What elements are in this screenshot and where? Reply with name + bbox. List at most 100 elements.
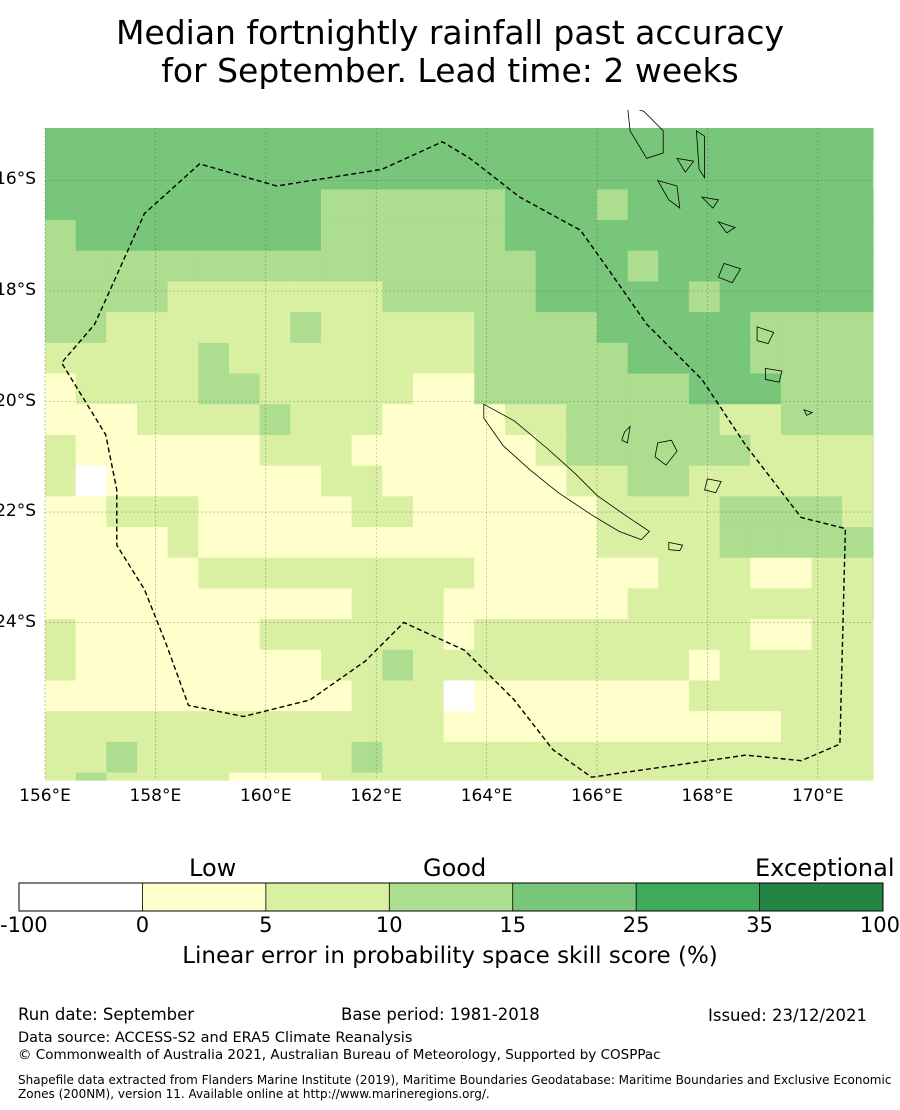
grid-cell <box>290 527 322 559</box>
grid-cell <box>872 189 874 221</box>
grid-cell <box>658 404 690 436</box>
grid-cell <box>535 741 567 774</box>
shapefile-credit: Shapefile data extracted from Flanders M… <box>18 1073 898 1101</box>
grid-cell <box>811 680 843 712</box>
grid-cell <box>750 312 782 344</box>
grid-cell <box>688 741 721 774</box>
grid-cell <box>412 281 445 313</box>
grid-cell <box>382 342 414 375</box>
grid-cell <box>290 680 322 712</box>
grid-cell <box>75 404 107 436</box>
grid-cell <box>351 373 383 405</box>
grid-cell <box>750 527 782 559</box>
grid-cell <box>535 527 567 559</box>
grid-cell <box>719 649 751 682</box>
grid-cell <box>750 342 782 375</box>
grid-cell <box>504 588 537 620</box>
island-outline <box>717 262 742 284</box>
grid-cell <box>45 128 77 160</box>
grid-cell <box>719 588 751 620</box>
grid-cell <box>290 281 322 313</box>
grid-cell <box>872 619 874 651</box>
grid-cell <box>504 649 537 682</box>
grid-cell <box>167 619 199 651</box>
grid-cell <box>842 281 874 313</box>
grid-cell <box>290 158 322 190</box>
grid-cell <box>780 588 813 620</box>
grid-cell <box>566 342 598 375</box>
grid-cell <box>382 281 414 313</box>
grid-cell <box>320 404 353 436</box>
grid-cell <box>780 128 813 160</box>
grid-cell <box>811 250 843 283</box>
grid-cell <box>320 741 353 774</box>
grid-cell <box>474 312 506 344</box>
longitude-label: 156°E <box>19 786 71 806</box>
grid-cell <box>412 220 445 252</box>
grid-cell <box>75 465 107 497</box>
grid-cell <box>688 649 721 682</box>
grid-cell <box>198 373 230 405</box>
grid-cell <box>872 404 874 436</box>
grid-cell <box>596 312 629 344</box>
grid-cell <box>719 772 751 781</box>
grid-cell <box>780 619 813 651</box>
grid-cell <box>750 189 782 221</box>
grid-cell <box>351 649 383 682</box>
grid-cell <box>382 711 414 743</box>
grid-cell <box>45 619 77 651</box>
grid-cell <box>351 588 383 620</box>
grid-cell <box>412 711 445 743</box>
grid-cell <box>780 158 813 190</box>
grid-cell <box>382 588 414 620</box>
colorbar-tick-label: 25 <box>622 913 650 937</box>
grid-cell <box>872 281 874 313</box>
grid-cell <box>596 373 629 405</box>
grid-cell <box>535 250 567 283</box>
grid-cell <box>719 250 751 283</box>
map-gridlines <box>44 128 873 780</box>
grid-cell <box>474 128 506 160</box>
grid-cell <box>167 741 199 774</box>
grid-cell <box>75 588 107 620</box>
grid-cell <box>136 342 169 375</box>
grid-cell <box>872 373 874 405</box>
grid-cell <box>443 680 475 712</box>
island-outline <box>803 409 814 416</box>
grid-cell <box>412 557 445 589</box>
grid-cell <box>811 404 843 436</box>
grid-cell <box>136 619 169 651</box>
island-outline <box>765 367 783 383</box>
grid-cell <box>412 250 445 283</box>
grid-cell <box>259 741 291 774</box>
grid-cell <box>443 557 475 589</box>
grid-cell <box>566 741 598 774</box>
island-outline <box>695 130 705 180</box>
grid-cell <box>382 189 414 221</box>
grid-cell <box>167 465 199 497</box>
island-outline <box>676 157 695 173</box>
grid-cell <box>627 158 659 190</box>
grid-cell <box>167 557 199 589</box>
grid-cell <box>627 465 659 497</box>
grid-cell <box>412 128 445 160</box>
colorbar-tick-label: 100 <box>859 913 900 937</box>
grid-cell <box>106 312 138 344</box>
grid-cell <box>842 711 874 743</box>
grid-cell <box>658 680 690 712</box>
grid-cell <box>351 220 383 252</box>
grid-cell <box>872 465 874 497</box>
grid-cell <box>872 680 874 712</box>
land-outlines <box>483 110 814 552</box>
grid-cell <box>535 680 567 712</box>
grid-cell <box>780 711 813 743</box>
grid-cell <box>780 189 813 221</box>
grid-cell <box>290 189 322 221</box>
grid-cell <box>320 557 353 589</box>
grid-cell <box>167 649 199 682</box>
grid-cell <box>45 281 77 313</box>
grid-cell <box>535 373 567 405</box>
grid-cell <box>627 741 659 774</box>
grid-cell <box>811 373 843 405</box>
grid-cell <box>412 404 445 436</box>
